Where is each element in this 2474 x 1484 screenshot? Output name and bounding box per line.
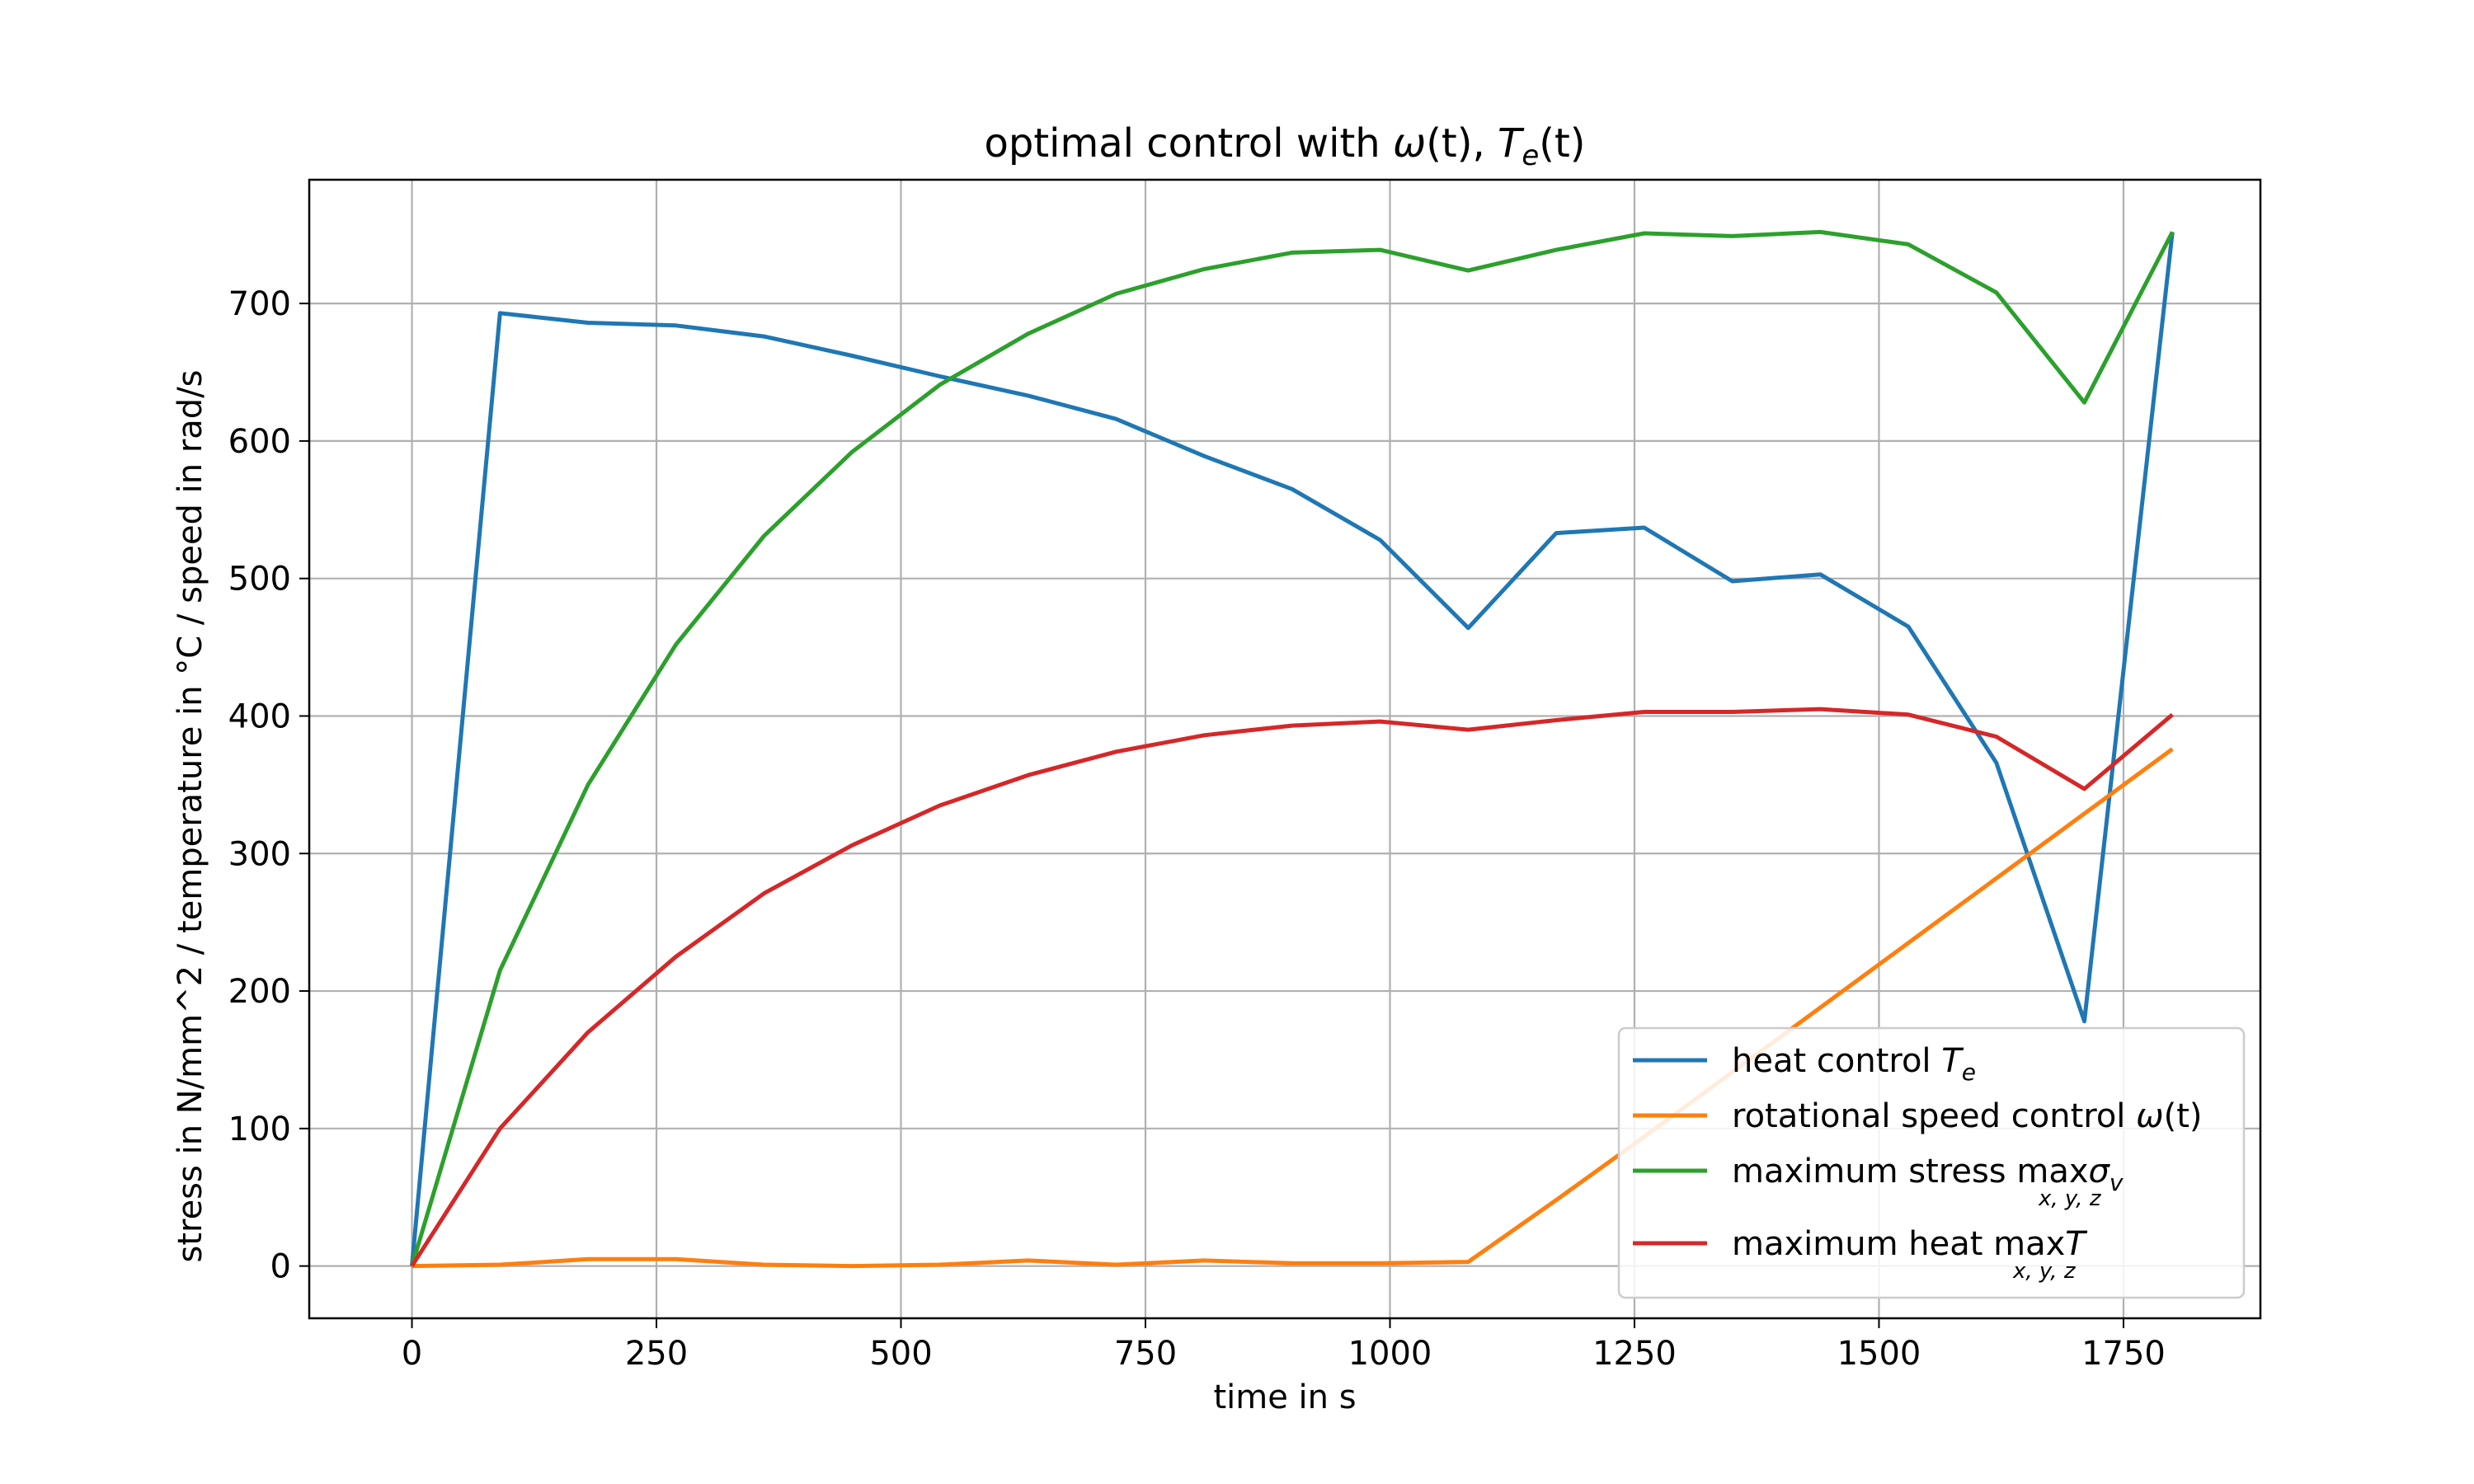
y-tick-label: 400 — [228, 697, 291, 735]
x-tick-label: 1750 — [2081, 1335, 2166, 1373]
plot-frame — [308, 178, 2262, 1320]
chart-title: optimal control with ω(t), Te(t) — [984, 120, 1585, 172]
series-line-maximum-stress — [410, 229, 2175, 1267]
x-axis-label: time in s — [1213, 1378, 1356, 1416]
series-lines — [410, 229, 2175, 1269]
series-line-maximum-heat — [410, 707, 2174, 1267]
legend-max-subscript-heat: x, y, z — [2012, 1259, 2077, 1284]
y-axis-label: stress in N/mm^2 / temperature in °C / s… — [172, 369, 209, 1262]
legend-box — [1617, 1026, 2246, 1299]
y-tick-label: 0 — [270, 1248, 291, 1286]
y-tick-label: 500 — [228, 561, 291, 599]
y-tick-label: 600 — [228, 423, 291, 461]
legend-label-maximum-stress: maximum stress maxσv — [1732, 1153, 2124, 1196]
legend-label-heat-control: heat control Te — [1732, 1042, 1976, 1086]
x-tick-label: 1500 — [1837, 1335, 1921, 1373]
series-line-rotational-speed — [412, 747, 2174, 1269]
x-tick-label: 250 — [625, 1335, 688, 1373]
legend-max-subscript-stress: x, y, z — [2038, 1186, 2102, 1211]
x-tick-label: 0 — [402, 1335, 422, 1373]
y-tick-label: 100 — [228, 1111, 291, 1148]
y-tick-label: 300 — [228, 835, 291, 873]
x-tick-label: 1250 — [1592, 1335, 1677, 1373]
x-tick-label: 1000 — [1348, 1335, 1432, 1373]
legend-label-maximum-heat: maximum heat maxT — [1732, 1225, 2088, 1263]
y-tick-label: 200 — [228, 973, 291, 1011]
legend: heat control Te rotational speed control… — [1617, 1026, 2246, 1299]
legend-label-rotational-speed: rotational speed control ω(t) — [1732, 1097, 2203, 1135]
x-tick-label: 500 — [869, 1335, 932, 1373]
y-tick-label: 700 — [228, 285, 291, 323]
axis-ticks: 0 250 500 750 1000 1250 1500 1750 0 100 200 300 400 5… — [228, 285, 2166, 1373]
series-line-heat-control — [410, 232, 2175, 1266]
x-tick-label: 750 — [1114, 1335, 1177, 1373]
